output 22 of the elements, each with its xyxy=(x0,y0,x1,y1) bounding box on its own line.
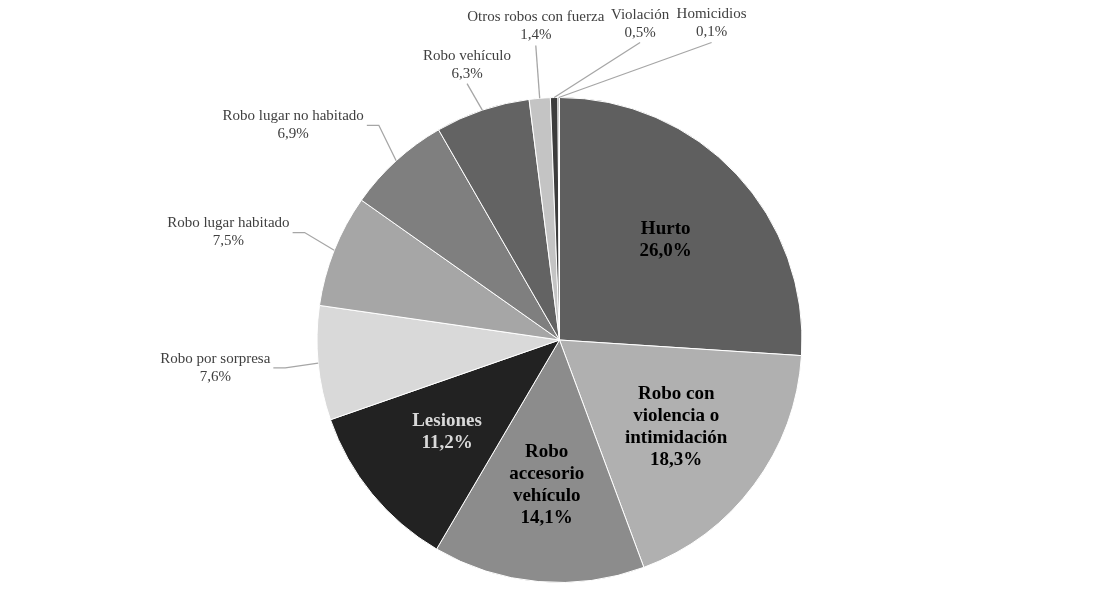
data-label: 14,1% xyxy=(520,505,573,527)
data-label: 0,1% xyxy=(695,23,728,40)
slice-label: Robo vehículo xyxy=(423,46,511,63)
slice-label: Violación xyxy=(610,5,670,22)
data-label: 7,5% xyxy=(212,232,244,249)
slice-label: Robo lugar no habitado xyxy=(222,107,364,124)
slice-label: Otros robos con fuerza xyxy=(467,8,605,25)
slice-label: Homicidios xyxy=(676,5,747,22)
data-label: 0,5% xyxy=(624,23,656,40)
slice-label: Robo lugar habitado xyxy=(167,214,290,231)
data-label: 1,4% xyxy=(520,26,552,43)
data-label: 26,0% xyxy=(639,239,692,261)
slice-label: Robo por sorpresa xyxy=(160,349,271,366)
data-label: 6,3% xyxy=(451,64,483,81)
data-label: 6,9% xyxy=(277,125,309,142)
slice-label: Robo con violencia o intimidación xyxy=(625,381,728,447)
data-label: 11,2% xyxy=(421,431,473,453)
data-label: 7,6% xyxy=(199,367,231,384)
slice-label: Hurto xyxy=(640,217,691,239)
slice-label: Robo accesorio vehículo xyxy=(509,439,585,505)
data-label: 18,3% xyxy=(650,447,703,469)
slice-label: Lesiones xyxy=(412,409,482,431)
